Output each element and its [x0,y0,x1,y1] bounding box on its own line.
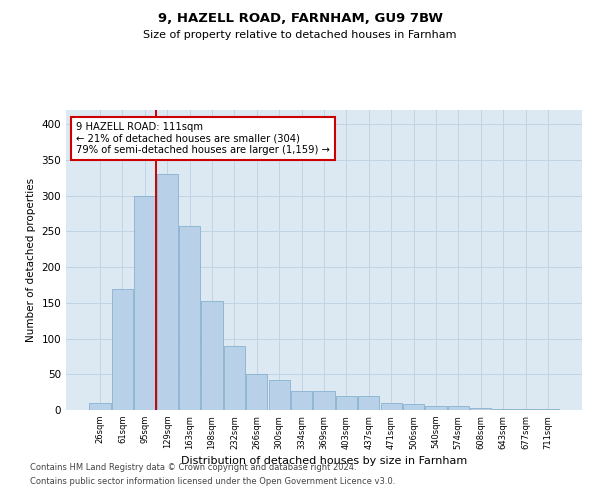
Bar [403,404,424,410]
Bar [89,403,111,410]
Text: 9, HAZELL ROAD, FARNHAM, GU9 7BW: 9, HAZELL ROAD, FARNHAM, GU9 7BW [157,12,443,26]
Bar [470,408,491,410]
Bar [291,390,312,410]
Text: Contains HM Land Registry data © Crown copyright and database right 2024.: Contains HM Land Registry data © Crown c… [30,464,356,472]
Bar [134,196,155,410]
Bar [515,408,536,410]
X-axis label: Distribution of detached houses by size in Farnham: Distribution of detached houses by size … [181,456,467,466]
Bar [313,390,335,410]
Bar [448,406,469,410]
Bar [358,396,379,410]
Bar [336,396,357,410]
Bar [493,408,514,410]
Bar [112,288,133,410]
Bar [202,302,223,410]
Bar [380,403,402,410]
Bar [224,346,245,410]
Bar [269,380,290,410]
Bar [246,374,268,410]
Bar [179,226,200,410]
Text: 9 HAZELL ROAD: 111sqm
← 21% of detached houses are smaller (304)
79% of semi-det: 9 HAZELL ROAD: 111sqm ← 21% of detached … [76,122,330,155]
Bar [425,406,446,410]
Y-axis label: Number of detached properties: Number of detached properties [26,178,36,342]
Text: Contains public sector information licensed under the Open Government Licence v3: Contains public sector information licen… [30,477,395,486]
Bar [157,174,178,410]
Text: Size of property relative to detached houses in Farnham: Size of property relative to detached ho… [143,30,457,40]
